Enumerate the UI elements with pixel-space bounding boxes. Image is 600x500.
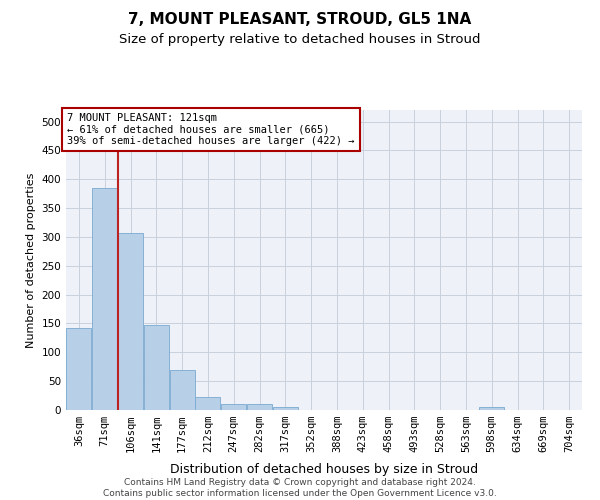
Bar: [170, 370, 194, 410]
Bar: [221, 404, 246, 410]
Text: 7 MOUNT PLEASANT: 121sqm
← 61% of detached houses are smaller (665)
39% of semi-: 7 MOUNT PLEASANT: 121sqm ← 61% of detach…: [67, 113, 355, 146]
Bar: [479, 407, 504, 410]
Bar: [196, 398, 220, 410]
Bar: [273, 407, 298, 410]
Text: Contains HM Land Registry data © Crown copyright and database right 2024.
Contai: Contains HM Land Registry data © Crown c…: [103, 478, 497, 498]
Bar: [144, 324, 169, 410]
Bar: [92, 188, 117, 410]
X-axis label: Distribution of detached houses by size in Stroud: Distribution of detached houses by size …: [170, 464, 478, 476]
Text: Size of property relative to detached houses in Stroud: Size of property relative to detached ho…: [119, 32, 481, 46]
Bar: [67, 328, 91, 410]
Bar: [247, 404, 272, 410]
Y-axis label: Number of detached properties: Number of detached properties: [26, 172, 36, 348]
Bar: [118, 233, 143, 410]
Text: 7, MOUNT PLEASANT, STROUD, GL5 1NA: 7, MOUNT PLEASANT, STROUD, GL5 1NA: [128, 12, 472, 28]
